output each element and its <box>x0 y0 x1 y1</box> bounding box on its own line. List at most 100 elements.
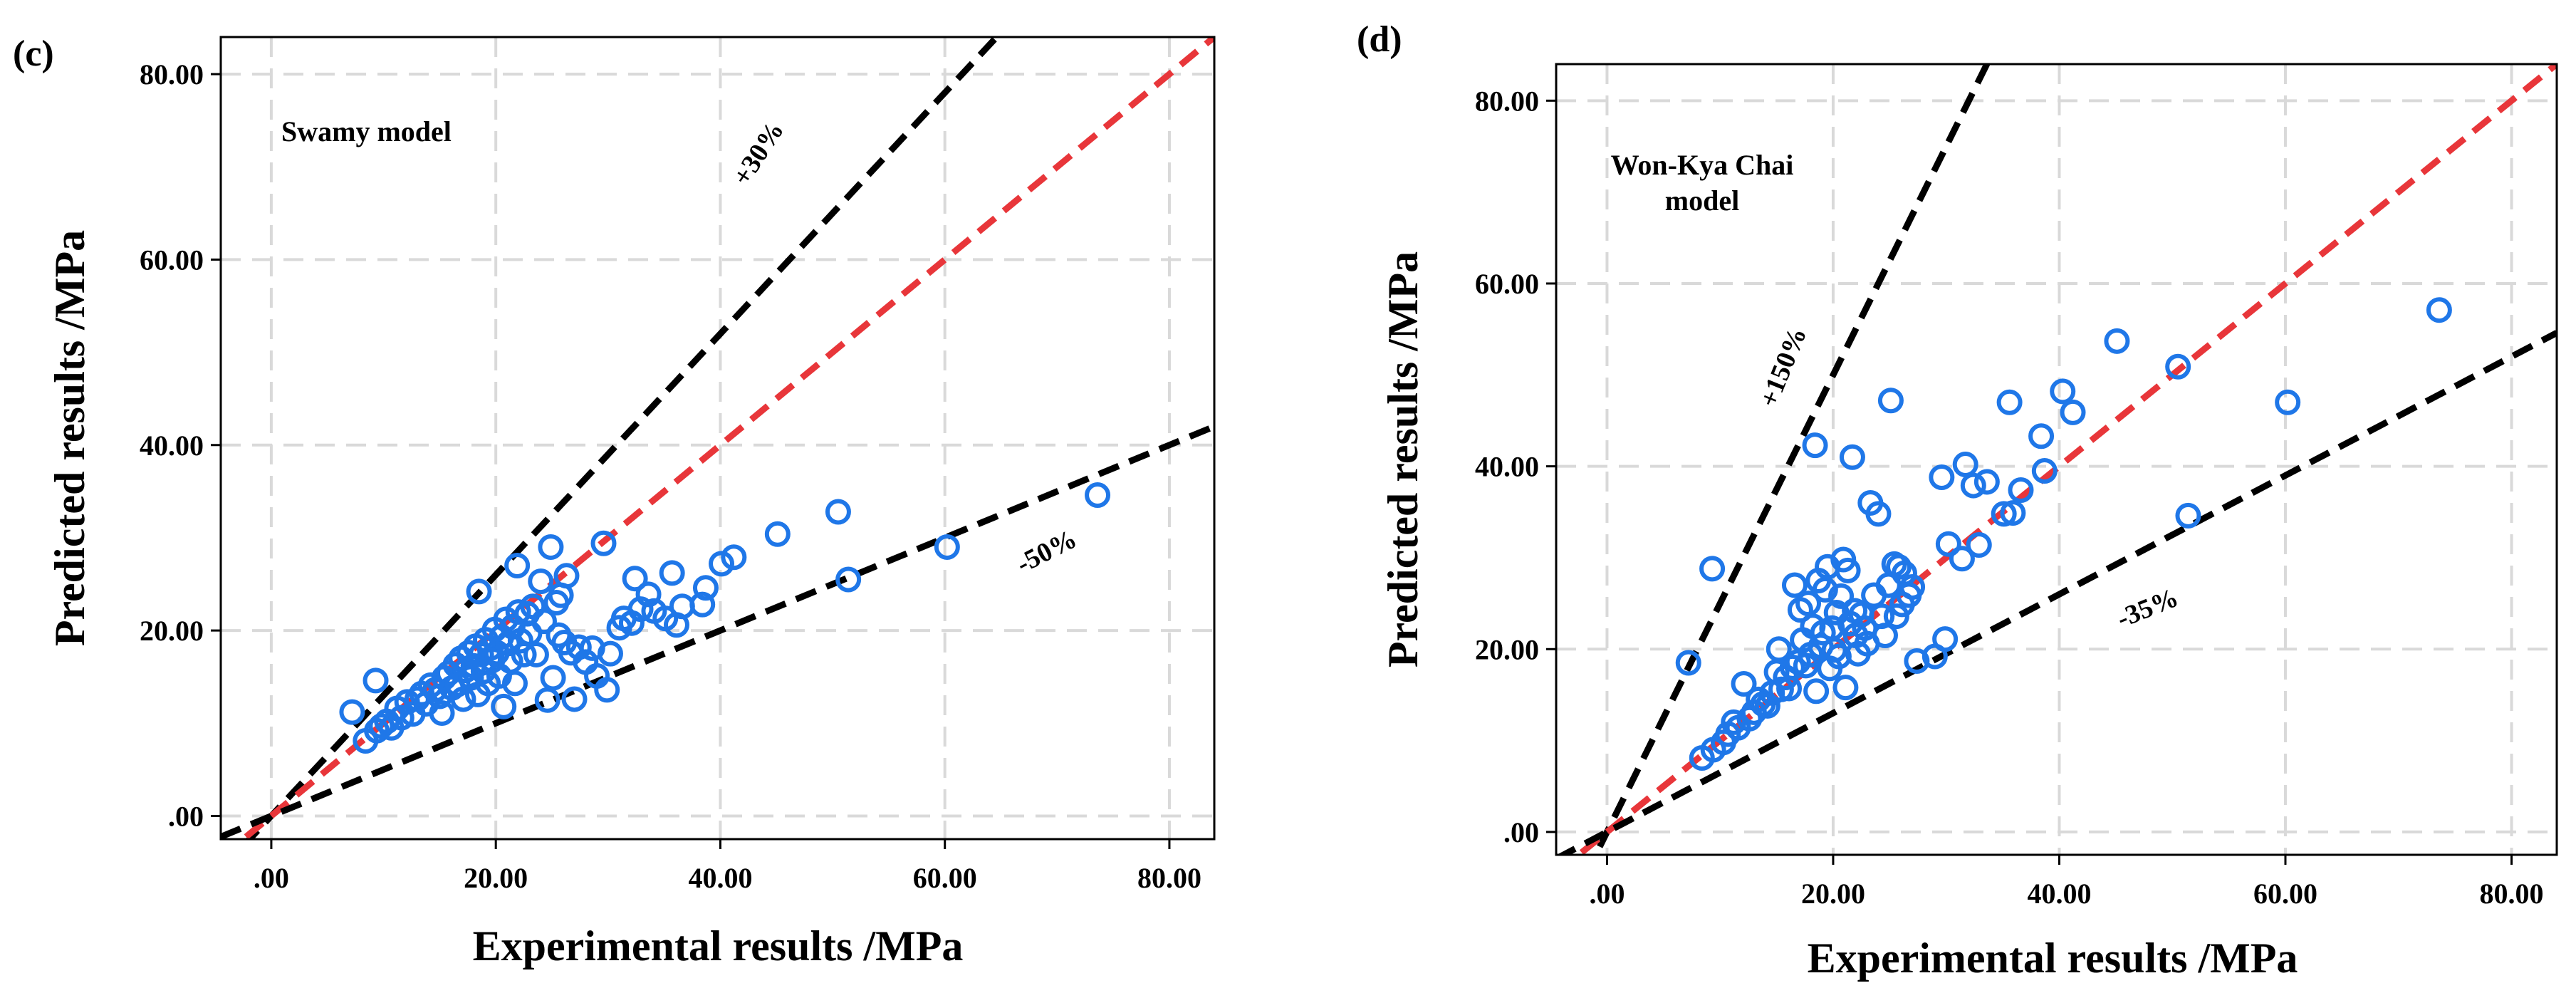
reference-line <box>1556 330 2557 855</box>
panel-label: (c) <box>13 33 54 74</box>
data-point <box>1872 623 1898 649</box>
y-tick-label: 60.00 <box>1475 268 1539 300</box>
data-point <box>1085 482 1111 509</box>
data-point <box>1721 709 1747 735</box>
data-point <box>2165 353 2191 380</box>
reference-line-label: +30% <box>727 116 790 191</box>
data-point <box>2028 423 2055 449</box>
data-point <box>1949 546 1975 572</box>
data-point <box>1832 675 1859 701</box>
data-point <box>1779 654 1805 680</box>
data-point <box>540 665 566 691</box>
reference-line-label: +150% <box>1754 323 1813 412</box>
data-point <box>1952 452 1978 478</box>
data-point <box>2104 328 2130 354</box>
grid <box>221 37 1214 839</box>
data-point <box>1865 501 1892 527</box>
data-point <box>531 608 557 635</box>
y-axis-label: Predicted results /MPa <box>1380 251 1427 667</box>
data-point <box>1929 464 1955 491</box>
data-point <box>1935 531 1961 557</box>
data-point <box>504 552 531 578</box>
y-tick-label: 40.00 <box>1475 451 1539 483</box>
y-axis-label: Predicted results /MPa <box>46 230 93 646</box>
data-points <box>1675 297 2452 771</box>
data-point <box>659 560 685 586</box>
model-annotation: Swamy model <box>281 115 452 147</box>
data-point <box>635 581 662 608</box>
x-tick-label: 80.00 <box>2479 878 2543 910</box>
x-axis-label: Experimental results /MPa <box>1808 935 2298 982</box>
y-tick-label: 20.00 <box>1475 633 1539 665</box>
data-point <box>528 568 554 595</box>
data-point <box>388 705 414 731</box>
x-axis-label: Experimental results /MPa <box>473 922 964 969</box>
chart-panel-d: .00 20.00 40.00 60.00 80.00 .00 20.00 40.00 60.0… <box>1357 19 2558 982</box>
data-point <box>1803 678 1830 705</box>
data-point <box>561 686 588 712</box>
data-point <box>363 667 389 694</box>
data-point <box>501 670 528 697</box>
plot-frame <box>219 36 1216 841</box>
data-point <box>523 641 549 667</box>
y-tick-label: .00 <box>168 800 204 832</box>
data-point <box>1973 469 2000 495</box>
data-point <box>466 578 492 605</box>
data-point <box>1795 591 1822 617</box>
data-point <box>835 566 862 593</box>
x-tick-label: 40.00 <box>688 862 752 894</box>
data-point <box>1731 671 1757 697</box>
data-point <box>491 693 517 719</box>
x-tick-label: .00 <box>1589 878 1625 910</box>
data-point <box>2008 477 2034 503</box>
data-point <box>590 530 617 556</box>
data-point <box>534 687 560 713</box>
data-point <box>565 634 592 660</box>
data-point <box>1883 603 1909 630</box>
data-point <box>553 563 580 589</box>
y-tick-label: 80.00 <box>140 58 204 90</box>
chart-panel-c: .00 20.00 40.00 60.00 80.00 .00 20.00 40.00 60.0… <box>13 33 1216 969</box>
model-annotation: model <box>1665 184 1739 217</box>
data-point <box>1781 572 1808 598</box>
data-point <box>1828 583 1855 609</box>
data-point <box>1996 389 2023 415</box>
y-tick-label: 80.00 <box>1475 85 1539 117</box>
y-tick-label: 60.00 <box>140 244 204 276</box>
data-point <box>1966 531 1992 558</box>
data-point <box>1932 626 1959 653</box>
data-point <box>594 677 620 703</box>
data-point <box>1877 388 1904 414</box>
reference-line-label: -50% <box>1012 524 1082 579</box>
y-tick-label: 40.00 <box>140 430 204 462</box>
data-point <box>1754 692 1780 719</box>
data-point <box>1886 553 1912 580</box>
data-point <box>1899 574 1926 601</box>
x-tick-label: 40.00 <box>2027 878 2091 910</box>
data-point <box>2060 399 2086 425</box>
grid <box>1556 64 2557 855</box>
data-point <box>1766 636 1792 662</box>
data-point <box>1802 432 1828 459</box>
data-point <box>2031 458 2058 484</box>
data-point <box>825 499 851 525</box>
x-tick-label: .00 <box>254 862 289 894</box>
reference-line-label: -35% <box>2113 583 2183 634</box>
data-point <box>2275 389 2301 415</box>
data-point <box>709 551 735 577</box>
y-tick-label: 20.00 <box>140 615 204 647</box>
data-point <box>2175 502 2201 529</box>
data-point <box>339 699 365 725</box>
data-point <box>538 534 564 560</box>
data-point <box>689 591 716 618</box>
data-point <box>597 640 623 667</box>
data-point <box>2000 500 2026 526</box>
y-tick-label: .00 <box>1503 816 1539 848</box>
x-tick-label: 20.00 <box>1801 878 1865 910</box>
x-tick-label: 20.00 <box>464 862 528 894</box>
data-point <box>764 521 791 547</box>
panel-label: (d) <box>1357 19 1402 60</box>
data-point <box>1960 472 1986 499</box>
data-point <box>1839 444 1865 470</box>
